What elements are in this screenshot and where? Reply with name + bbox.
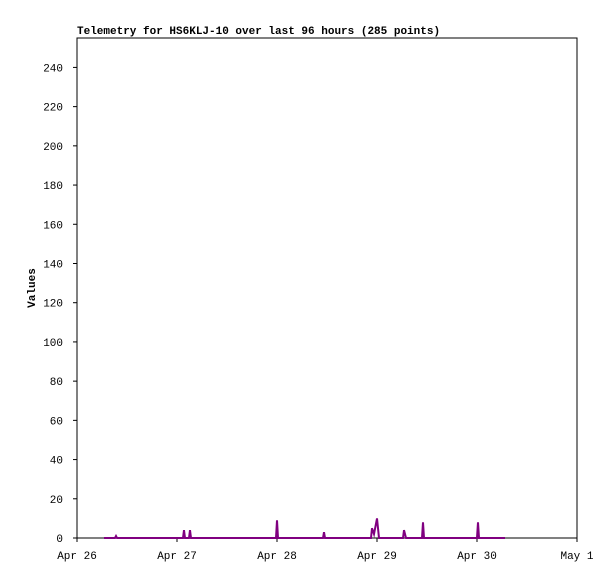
y-tick-label: 160 bbox=[43, 220, 63, 232]
y-tick-label: 20 bbox=[50, 495, 63, 507]
y-tick-label: 220 bbox=[43, 103, 63, 115]
x-tick-label: Apr 30 bbox=[457, 551, 497, 563]
y-tick-label: 0 bbox=[56, 534, 63, 546]
x-tick-label: Apr 27 bbox=[157, 551, 197, 563]
y-tick-label: 180 bbox=[43, 181, 63, 193]
plot-frame bbox=[76, 37, 578, 539]
x-tick-label: Apr 29 bbox=[357, 551, 397, 563]
y-tick-label: 40 bbox=[50, 456, 63, 468]
series-line bbox=[104, 518, 505, 539]
y-tick-label: 240 bbox=[43, 63, 63, 75]
x-tick-label: Apr 28 bbox=[257, 551, 297, 563]
y-tick-label: 100 bbox=[43, 338, 63, 350]
chart-title: Telemetry for HS6KLJ-10 over last 96 hou… bbox=[77, 26, 440, 38]
x-tick-label: Apr 26 bbox=[57, 551, 97, 563]
x-tick-label: May 1 bbox=[560, 551, 593, 563]
y-tick-label: 60 bbox=[50, 416, 63, 428]
y-tick-label: 200 bbox=[43, 142, 63, 154]
y-tick-label: 140 bbox=[43, 259, 63, 271]
y-tick-label: 120 bbox=[43, 299, 63, 311]
y-tick-label: 80 bbox=[50, 377, 63, 389]
y-axis-label: Values bbox=[27, 268, 39, 308]
